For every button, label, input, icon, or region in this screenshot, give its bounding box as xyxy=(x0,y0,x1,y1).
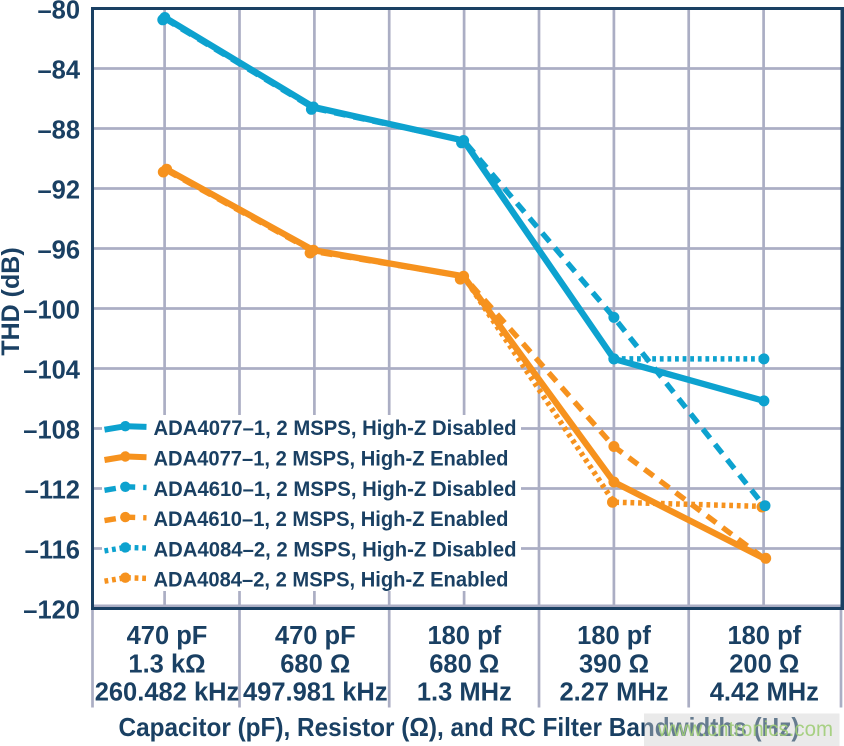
svg-text:ADA4084–2, 2 MSPS, High-Z Enab: ADA4084–2, 2 MSPS, High-Z Enabled xyxy=(154,569,509,592)
svg-text:2.27 MHz: 2.27 MHz xyxy=(559,679,668,707)
svg-text:–80: –80 xyxy=(37,0,80,25)
svg-text:www.cntronics.com: www.cntronics.com xyxy=(657,717,833,741)
svg-text:–116: –116 xyxy=(25,537,80,565)
svg-text:1.3 MHz: 1.3 MHz xyxy=(417,679,512,707)
svg-text:–112: –112 xyxy=(25,477,80,505)
svg-text:THD (dB): THD (dB) xyxy=(0,247,25,355)
svg-text:680 Ω: 680 Ω xyxy=(280,650,350,678)
svg-text:180 pf: 180 pf xyxy=(427,622,501,650)
svg-text:–96: –96 xyxy=(37,237,80,265)
svg-text:ADA4610–1, 2 MSPS, High-Z Enab: ADA4610–1, 2 MSPS, High-Z Enabled xyxy=(154,508,509,531)
svg-text:180 pf: 180 pf xyxy=(727,622,801,650)
svg-text:–108: –108 xyxy=(23,417,80,445)
svg-text:680 Ω: 680 Ω xyxy=(429,650,499,678)
svg-text:ADA4077–1, 2 MSPS, High-Z Enab: ADA4077–1, 2 MSPS, High-Z Enabled xyxy=(154,448,509,471)
svg-text:–104: –104 xyxy=(23,357,81,385)
svg-text:1.3 kΩ: 1.3 kΩ xyxy=(128,650,205,678)
svg-text:ADA4610–1, 2 MSPS, High-Z Disa: ADA4610–1, 2 MSPS, High-Z Disabled xyxy=(154,478,517,501)
svg-text:390 Ω: 390 Ω xyxy=(579,650,649,678)
svg-text:497.981 kHz: 497.981 kHz xyxy=(243,679,388,707)
svg-text:ADA4084–2, 2 MSPS, High-Z Disa: ADA4084–2, 2 MSPS, High-Z Disabled xyxy=(154,538,517,561)
svg-text:–100: –100 xyxy=(23,297,80,325)
svg-text:260.482 kHz: 260.482 kHz xyxy=(95,679,240,707)
svg-text:–92: –92 xyxy=(37,177,80,205)
svg-text:–120: –120 xyxy=(23,597,80,625)
svg-text:–88: –88 xyxy=(37,117,80,145)
svg-text:–84: –84 xyxy=(37,57,80,85)
svg-text:4.42 MHz: 4.42 MHz xyxy=(710,679,819,707)
svg-text:200 Ω: 200 Ω xyxy=(729,650,799,678)
svg-text:Capacitor (pF), Resistor (Ω),: Capacitor (pF), Resistor (Ω), and RC Fil… xyxy=(119,712,800,742)
svg-text:470 pF: 470 pF xyxy=(275,622,356,650)
svg-text:470 pF: 470 pF xyxy=(127,622,208,650)
svg-text:180 pf: 180 pf xyxy=(577,622,651,650)
svg-text:ADA4077–1, 2 MSPS, High-Z Disa: ADA4077–1, 2 MSPS, High-Z Disabled xyxy=(154,417,517,440)
